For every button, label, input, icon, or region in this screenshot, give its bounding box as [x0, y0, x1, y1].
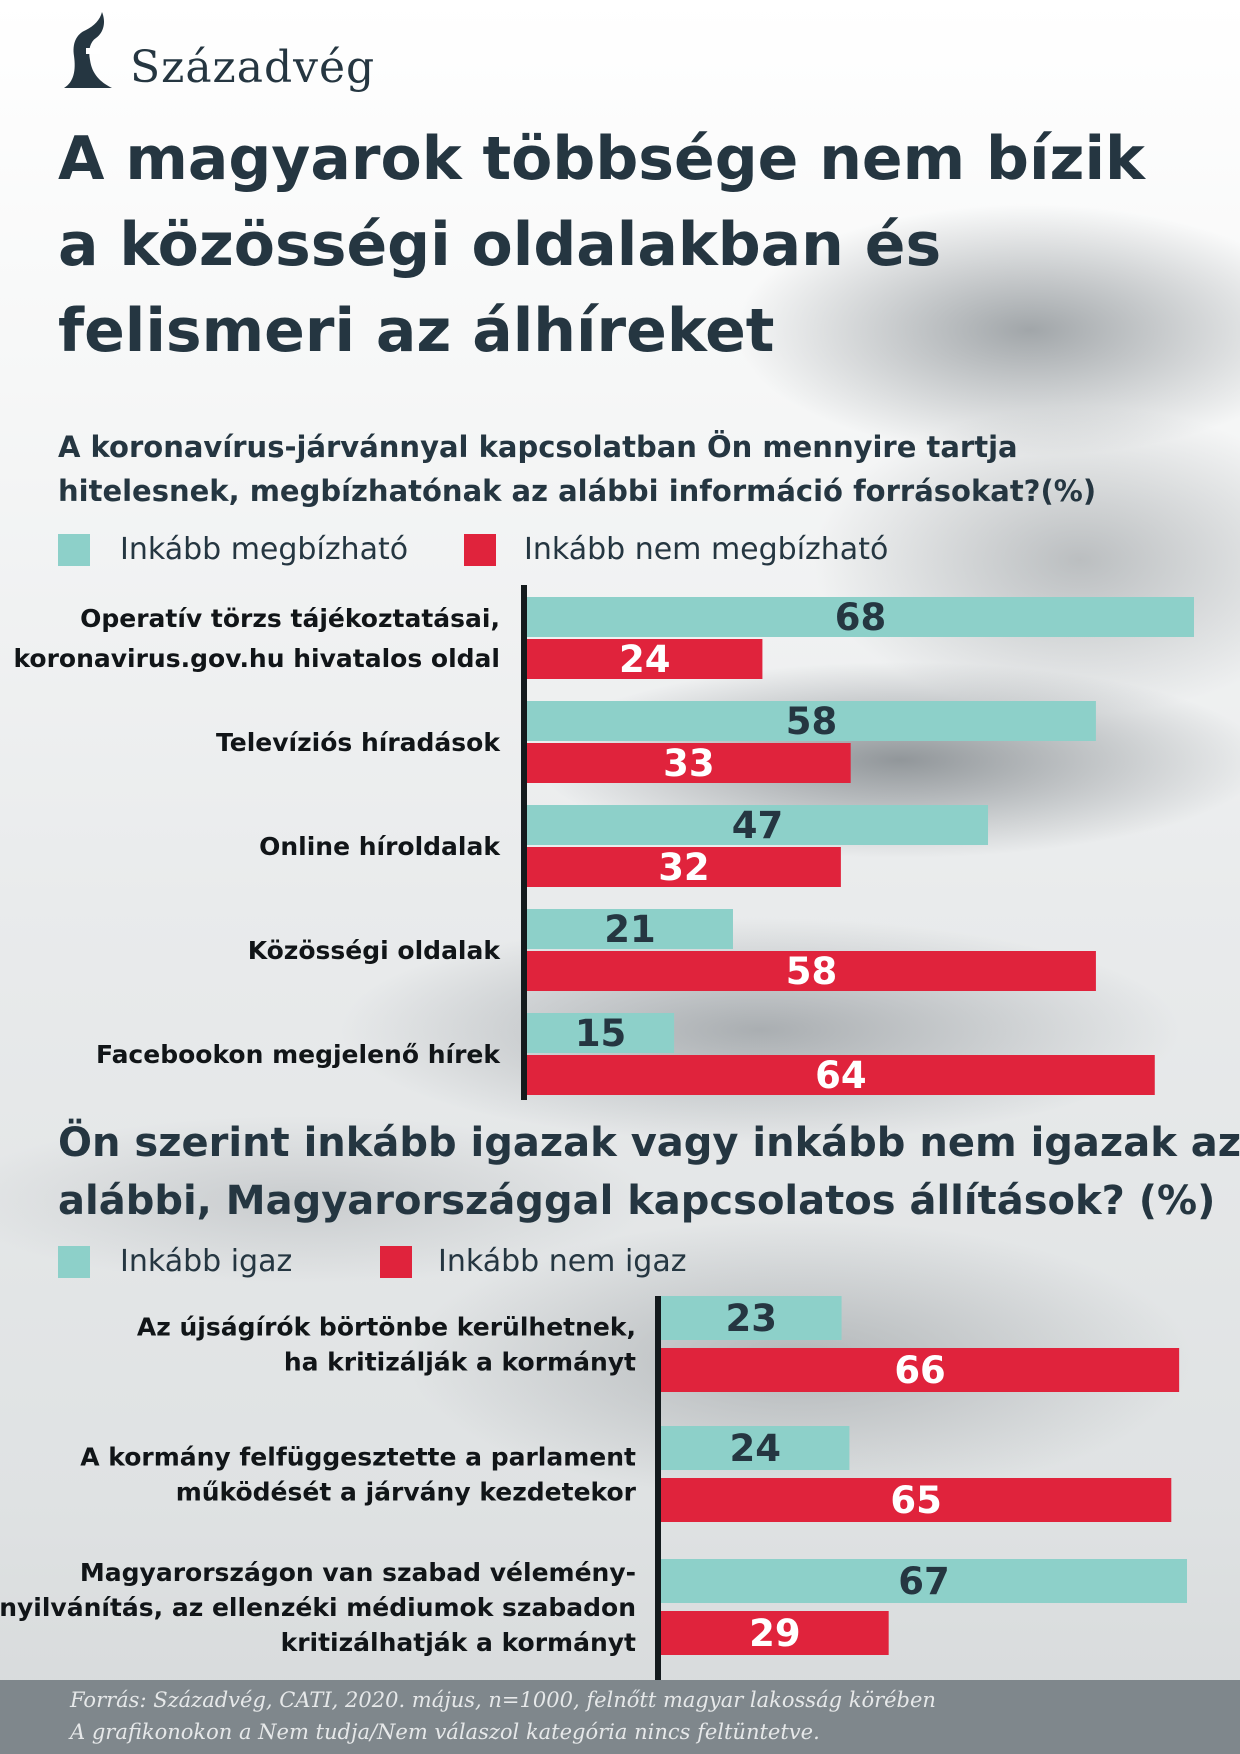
chart1-question-line: A koronavírus-járvánnyal kapcsolatban Ön…: [58, 430, 1018, 464]
data-label: 68: [835, 596, 887, 639]
logo-text: Századvég: [130, 42, 376, 93]
data-label: 58: [786, 700, 838, 743]
title-line: A magyarok többsége nem bízik: [58, 124, 1145, 194]
chart-axis-line: [521, 585, 527, 1100]
bar-agree: [661, 1426, 850, 1470]
chart2-question-line: Ön szerint inkább igazak vagy inkább nem…: [58, 1120, 1240, 1166]
category-label: ha kritizálják a kormányt: [284, 1348, 636, 1377]
chart2-bar-chart: 23 66 Az újságírók börtönbe kerülhetnek, ha…: [0, 1296, 1187, 1680]
chart1-question-line: hitelesnek, megbízhatónak az alábbi info…: [58, 474, 1097, 508]
category-label: Az újságírók börtönbe kerülhetnek,: [137, 1313, 636, 1342]
category-label: Közösségi oldalak: [248, 936, 502, 965]
chart2-question: Ön szerint inkább igazak vagy inkább nem…: [58, 1114, 1240, 1230]
bar-disagree: [527, 847, 841, 887]
data-label: 24: [729, 1427, 781, 1470]
data-label: 58: [786, 950, 838, 993]
bar-disagree: [527, 639, 763, 679]
category-label: koronavirus.gov.hu hivatalos oldal: [13, 644, 500, 673]
bar-agree: [527, 597, 1194, 637]
data-label: 24: [619, 638, 671, 681]
legend-swatch-true: [58, 1246, 90, 1278]
footer: Forrás: Századvég, CATI, 2020. május, n=…: [0, 1680, 1240, 1754]
bar-agree: [661, 1559, 1187, 1603]
data-label: 21: [604, 908, 656, 951]
legend-swatch-disagree: [464, 534, 496, 566]
data-label: 47: [732, 804, 784, 847]
chart2-question-line: alábbi, Magyarországgal kapcsolatos állí…: [58, 1178, 1216, 1224]
title-line: felismeri az álhíreket: [58, 296, 775, 366]
category-label: Facebookon megjelenő hírek: [96, 1040, 501, 1069]
bar-disagree: [527, 951, 1096, 991]
legend-label-disagree: Inkább nem megbízható: [524, 532, 889, 567]
data-label: 64: [815, 1054, 867, 1097]
category-label: Televíziós híradások: [216, 728, 501, 757]
category-label: Magyarországon van szabad vélemény-: [80, 1558, 636, 1587]
data-label: 32: [658, 846, 710, 889]
data-label: 23: [726, 1297, 778, 1340]
bar-disagree: [661, 1611, 889, 1655]
page-title: A magyarok többsége nem bízik a közösség…: [58, 116, 1208, 374]
bar-agree: [527, 1013, 675, 1053]
chart1-legend: Inkább megbízható Inkább nem megbízható: [58, 530, 958, 570]
category-label: Operatív törzs tájékoztatásai,: [80, 604, 500, 633]
category-label: Online híroldalak: [259, 832, 501, 861]
data-label: 66: [894, 1349, 946, 1392]
chart2-legend: Inkább igaz Inkább nem igaz: [58, 1242, 958, 1282]
category-label: működését a járvány kezdetekor: [176, 1478, 637, 1507]
bar-disagree: [527, 1055, 1155, 1095]
bar-agree: [661, 1296, 842, 1340]
logo: Századvég: [60, 12, 400, 93]
bar-agree: [527, 701, 1096, 741]
title-line: a közösségi oldalakban és: [58, 210, 942, 280]
bar-disagree: [661, 1478, 1172, 1522]
data-label: 65: [890, 1479, 942, 1522]
category-label: A kormány felfüggesztette a parlament: [80, 1443, 636, 1472]
footer-note: A grafikonokon a Nem tudja/Nem válaszol …: [70, 1720, 820, 1744]
bar-disagree: [661, 1348, 1180, 1392]
bar-agree: [527, 805, 989, 845]
legend-label-true: Inkább igaz: [120, 1244, 293, 1279]
footer-source: Forrás: Századvég, CATI, 2020. május, n=…: [70, 1688, 936, 1712]
legend-label-agree: Inkább megbízható: [120, 532, 409, 567]
legend-swatch-false: [380, 1246, 412, 1278]
data-label: 29: [749, 1612, 801, 1655]
category-label: kritizálhatják a kormányt: [281, 1628, 636, 1657]
legend-swatch-agree: [58, 534, 90, 566]
chart1-question: A koronavírus-járvánnyal kapcsolatban Ön…: [58, 425, 1198, 513]
logo-mark-icon: [64, 12, 112, 88]
bar-agree: [527, 909, 733, 949]
category-label: nyilvánítás, az ellenzéki médiumok szaba…: [0, 1593, 636, 1622]
legend-label-false: Inkább nem igaz: [438, 1244, 687, 1279]
chart1-bar-chart: 68 24 Operatív törzs tájékoztatásai, korona…: [13, 585, 1194, 1100]
data-label: 33: [663, 742, 715, 785]
data-label: 15: [575, 1012, 627, 1055]
chart-axis-line: [655, 1296, 661, 1680]
data-label: 67: [898, 1560, 950, 1603]
bar-disagree: [527, 743, 851, 783]
